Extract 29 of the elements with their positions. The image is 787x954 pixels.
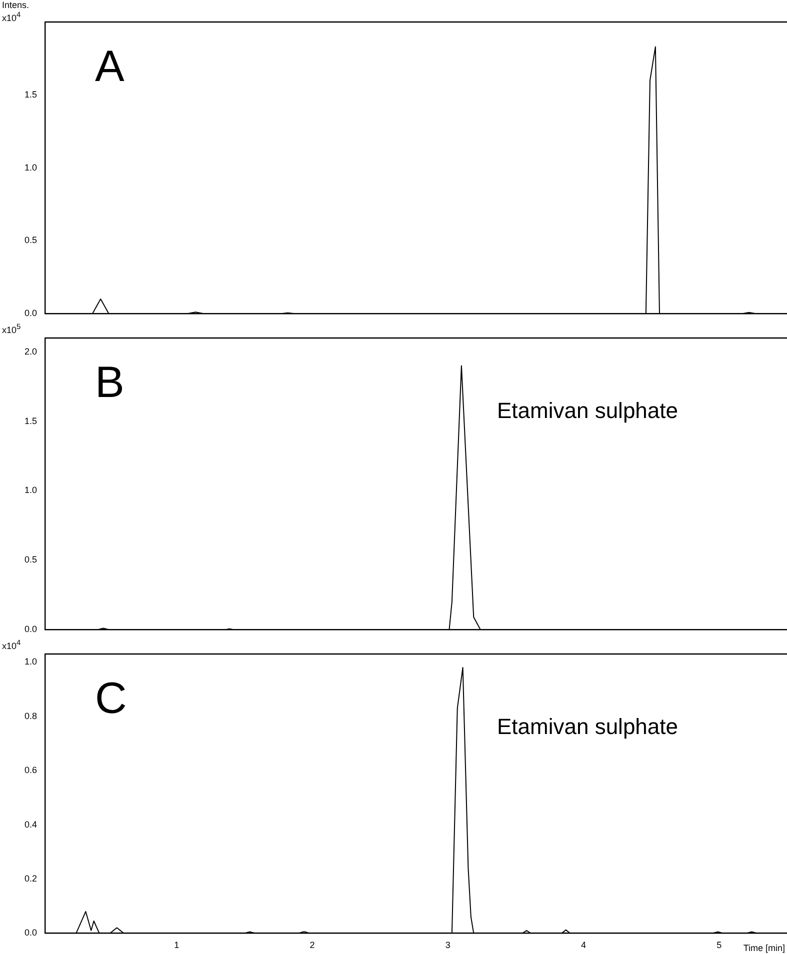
- y-tick-label: 0.6: [24, 765, 37, 776]
- y-tick-label: 0.5: [24, 554, 37, 565]
- y-tick-label: 0.0: [24, 624, 37, 634]
- y-tick-label: 1.0: [24, 162, 37, 172]
- x-tick-label: 1: [174, 940, 180, 950]
- y-tick-label: 1.0: [24, 656, 37, 667]
- y-tick-label: 0.8: [24, 710, 37, 721]
- annotation: B: [95, 358, 124, 408]
- y-tick-label: 0.5: [24, 235, 37, 246]
- y-axis-title: x10$^{4}$: [2, 638, 22, 651]
- y-tick-label: 2.0: [24, 346, 37, 356]
- annotation: Etamivan sulphate: [497, 398, 678, 424]
- y-tick-label: 0.0: [24, 308, 37, 318]
- x-axis-title: Time [min]: [743, 943, 785, 953]
- annotation: C: [95, 674, 127, 724]
- y-tick-label: 0.4: [24, 819, 37, 830]
- x-tick-label: 4: [581, 940, 586, 950]
- x-tick-label: 3: [445, 940, 450, 950]
- annotation: Etamivan sulphate: [497, 714, 678, 740]
- annotation: A: [95, 42, 124, 92]
- y-tick-label: 1.5: [24, 416, 37, 426]
- y-tick-label: 1.5: [24, 89, 37, 100]
- y-tick-label: 1.0: [24, 485, 37, 496]
- y-tick-label: 0.0: [24, 928, 37, 938]
- x-tick-label: 2: [310, 940, 315, 950]
- x-tick-label: 5: [716, 940, 722, 950]
- y-tick-label: 0.2: [24, 873, 37, 884]
- y-axis-title: Intens. x10$^{4}$: [2, 0, 30, 23]
- y-axis-title: x10$^{5}$: [2, 322, 22, 335]
